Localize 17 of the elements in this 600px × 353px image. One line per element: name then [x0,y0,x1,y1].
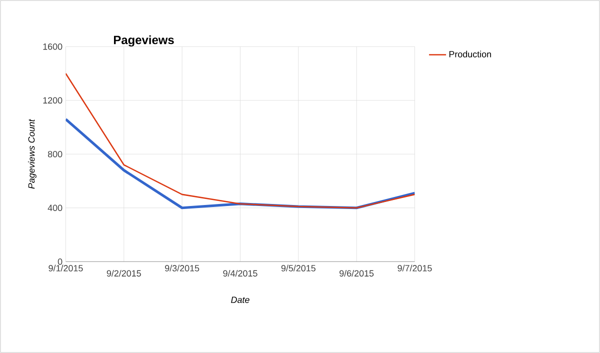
y-tick-label: 400 [48,204,62,212]
x-tick-label: 9/2/2015 [106,270,141,277]
x-tick-label: 9/4/2015 [223,270,258,277]
chart-title: Pageviews [114,35,174,47]
y-tick-label: 1600 [43,43,62,50]
x-tick-label: 9/7/2015 [398,264,432,272]
x-axis-title: Date [231,296,250,303]
y-tick-label: 0 [58,258,62,265]
x-tick-label: 9/6/2015 [340,270,374,277]
y-tick-label: 800 [48,150,62,158]
legend-label: Production [449,50,491,58]
y-axis-title: Pageviews Count [28,118,36,189]
x-tick-label: 9/3/2015 [165,264,200,272]
x-tick-label: 9/1/2015 [48,264,83,272]
line-series [66,72,415,209]
y-tick-label: 1200 [43,97,62,104]
x-tick-label: 9/5/2015 [281,264,316,272]
